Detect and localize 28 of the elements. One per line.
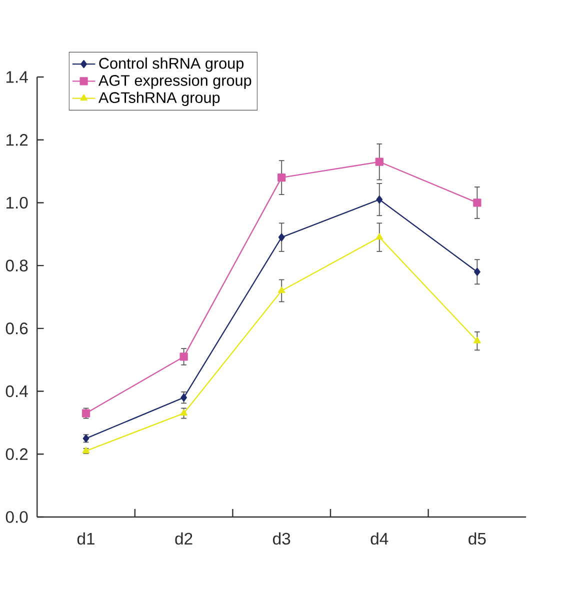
point	[180, 409, 188, 416]
point	[278, 174, 286, 182]
y-tick-label: 0.6	[6, 322, 28, 334]
point	[376, 196, 383, 204]
y-tick-label: 1.2	[6, 134, 28, 146]
point	[180, 352, 188, 361]
y-tick-label: 1.4	[6, 71, 28, 83]
legend-label: Control shRNA group	[99, 58, 244, 72]
x-tick-label: d3	[273, 532, 290, 545]
legend-label: AGTshRNA group	[98, 92, 220, 106]
x-tick-label: d4	[370, 532, 388, 545]
point	[474, 268, 480, 276]
legend-label: AGT expression group	[98, 74, 252, 89]
point	[375, 158, 384, 166]
point	[180, 394, 187, 402]
x-tick-label: d1	[77, 532, 94, 545]
point	[474, 336, 481, 344]
y-tick-label: 0.2	[6, 448, 28, 460]
y-tick-label: 0.0	[6, 511, 28, 523]
x-tick-label: d5	[468, 532, 486, 545]
y-tick-label: 0.8	[6, 260, 28, 272]
point	[473, 198, 482, 207]
point	[376, 233, 383, 240]
point	[278, 286, 286, 294]
point	[278, 233, 285, 242]
x-tick-label: d2	[175, 532, 192, 545]
y-tick-label: 1.0	[6, 196, 28, 209]
y-tick-label: 0.4	[6, 385, 28, 398]
